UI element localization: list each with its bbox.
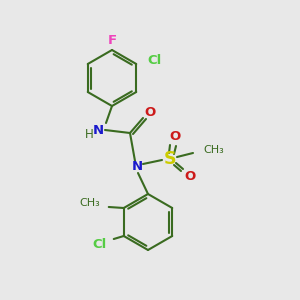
- Text: N: N: [92, 124, 104, 136]
- Text: O: O: [169, 130, 181, 142]
- Text: H: H: [85, 128, 93, 142]
- Text: F: F: [107, 34, 117, 47]
- Text: CH₃: CH₃: [79, 198, 100, 208]
- Text: CH₃: CH₃: [203, 145, 224, 155]
- Text: N: N: [131, 160, 142, 173]
- Text: O: O: [144, 106, 156, 119]
- Text: Cl: Cl: [147, 55, 161, 68]
- Text: Cl: Cl: [93, 238, 107, 251]
- Text: O: O: [184, 170, 196, 184]
- Text: S: S: [164, 150, 176, 168]
